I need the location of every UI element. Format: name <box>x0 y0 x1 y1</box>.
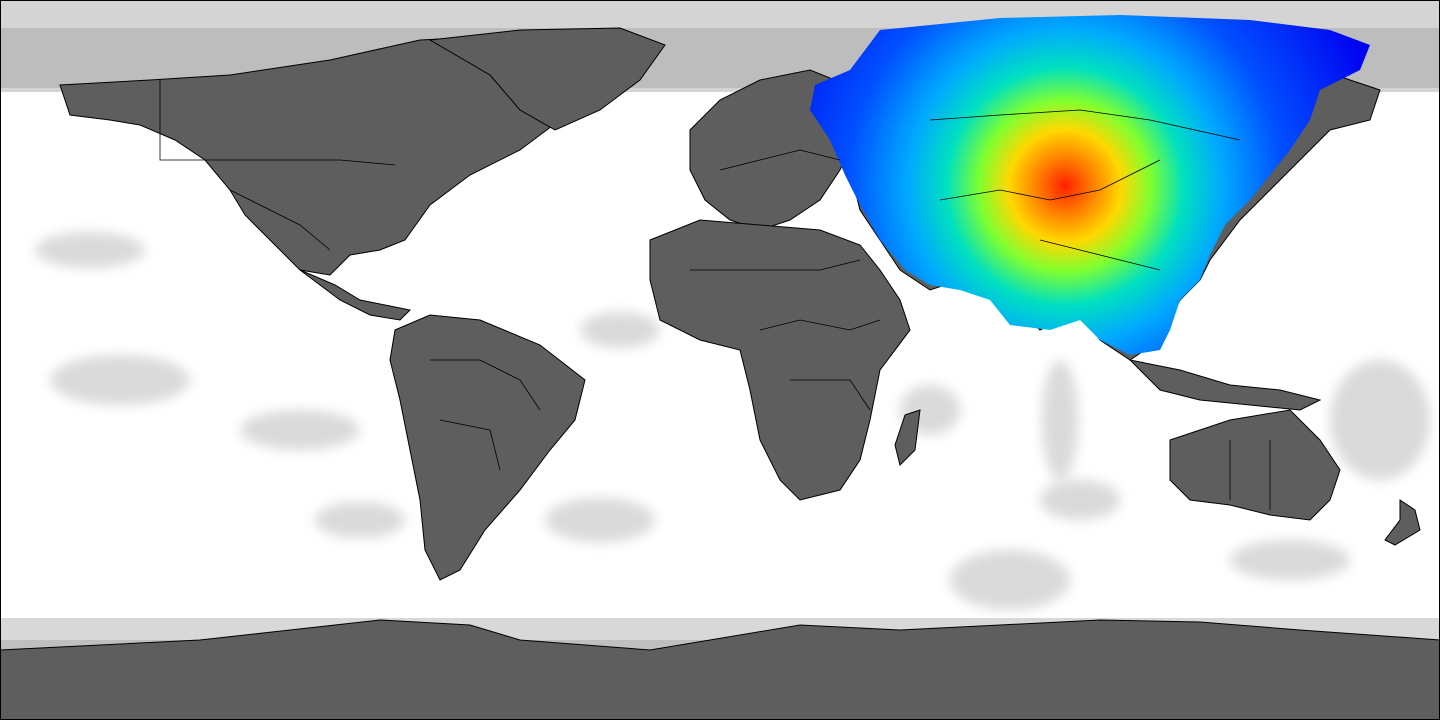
noise-patch <box>580 312 660 348</box>
border-line <box>929 109 1241 141</box>
border-line <box>159 80 396 166</box>
noise-patch <box>240 410 360 450</box>
ocean-noise <box>35 232 1430 610</box>
greenland <box>428 27 666 131</box>
southeast-asia-islands <box>1128 359 1322 411</box>
country-borders <box>159 80 1271 510</box>
border-line <box>690 259 861 271</box>
border-line <box>229 189 331 251</box>
noise-patch <box>950 550 1070 610</box>
noise-patch <box>1330 360 1430 480</box>
madagascar <box>894 409 921 466</box>
border-line <box>439 419 501 471</box>
africa <box>649 219 911 501</box>
border-line <box>430 359 541 411</box>
border-line <box>759 319 881 331</box>
border-line <box>719 149 841 171</box>
noise-patch <box>315 502 405 538</box>
new-zealand <box>1384 499 1421 546</box>
north-america <box>59 34 601 276</box>
noise-patch <box>1230 540 1350 580</box>
noise-patch <box>1040 480 1120 520</box>
noise-patch <box>50 355 190 405</box>
central-america <box>299 269 412 321</box>
australia <box>1169 409 1341 521</box>
noise-patch <box>1042 360 1078 480</box>
border-line <box>790 379 871 411</box>
south-america <box>389 314 586 581</box>
heatmap-layer <box>810 15 1370 355</box>
border-line <box>939 159 1161 201</box>
heatmap-region <box>810 15 1370 355</box>
border-line <box>1039 239 1161 271</box>
noise-patch <box>545 498 655 542</box>
antarctica <box>0 619 1440 720</box>
noise-patch <box>35 232 145 268</box>
